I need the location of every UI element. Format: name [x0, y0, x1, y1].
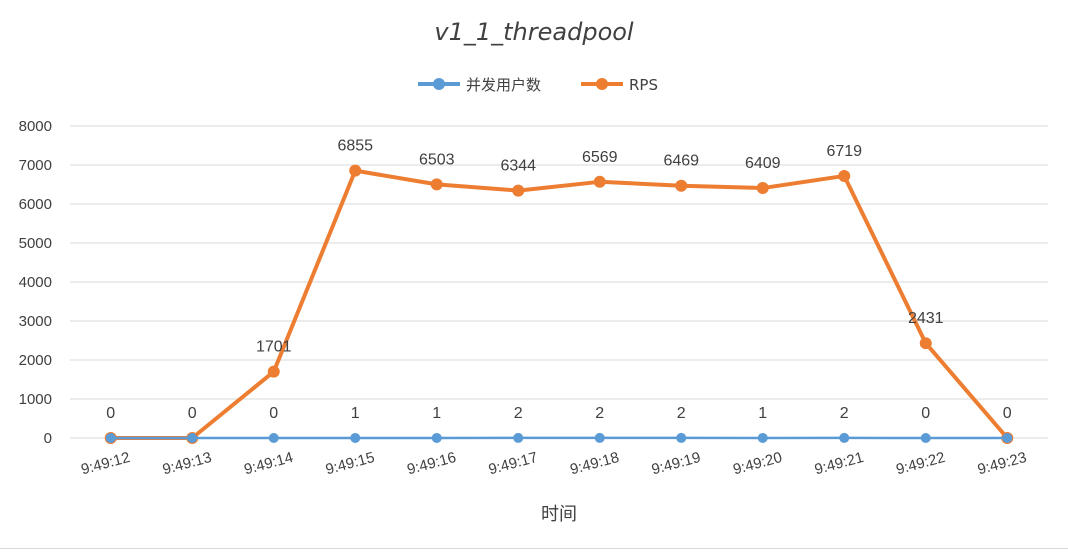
x-tick-label: 9:49:13 — [161, 449, 214, 478]
x-tick-label: 9:49:17 — [487, 449, 540, 478]
legend-marker-users — [433, 78, 445, 90]
y-tick-label: 7000 — [19, 157, 52, 174]
data-label-rps: 2431 — [908, 310, 944, 327]
data-label-users: 2 — [840, 405, 849, 422]
data-label-rps: 6344 — [500, 158, 536, 175]
x-tick-label: 9:49:23 — [976, 449, 1029, 478]
data-point-rps — [512, 184, 525, 197]
x-tick-label: 9:49:12 — [79, 449, 132, 478]
data-label-rps: 6409 — [745, 155, 781, 172]
data-point-rps — [675, 179, 688, 192]
data-point-users — [676, 432, 687, 443]
data-point-users — [350, 432, 361, 443]
data-point-users — [513, 432, 524, 443]
data-point-users — [1002, 433, 1013, 443]
data-point-users — [839, 432, 850, 443]
x-tick-label: 9:49:14 — [242, 449, 295, 478]
data-point-rps — [430, 178, 443, 191]
y-tick-label: 1000 — [19, 391, 52, 408]
data-point-rps — [349, 164, 362, 177]
data-point-users — [431, 432, 442, 443]
legend-label-rps: RPS — [629, 76, 658, 94]
data-label-users: 2 — [514, 405, 523, 422]
data-label-users: 0 — [106, 405, 115, 422]
data-label-users: 0 — [921, 405, 930, 422]
data-label-users: 1 — [351, 405, 360, 422]
data-label-rps: 6503 — [419, 151, 455, 168]
gridlines — [70, 125, 1048, 439]
legend: 并发用户数 RPS — [418, 76, 658, 94]
y-tick-label: 5000 — [19, 235, 52, 252]
data-point-rps — [593, 175, 606, 188]
data-point-rps — [838, 169, 851, 182]
data-point-users — [757, 432, 768, 443]
y-tick-label: 4000 — [19, 274, 52, 291]
y-tick-label: 3000 — [19, 313, 52, 330]
x-tick-label: 9:49:20 — [731, 449, 784, 478]
data-label-rps: 6469 — [663, 153, 699, 170]
data-point-rps — [756, 182, 769, 195]
data-label-rps: 6719 — [826, 143, 862, 160]
legend-label-users: 并发用户数 — [466, 76, 541, 94]
x-tick-label: 9:49:18 — [568, 449, 621, 478]
data-labels: 0 0 0 1 1 2 2 2 1 2 0 0 1701 6855 6503 6344 6569 6469 6409… — [106, 138, 1012, 422]
chart-title: v1_1_threadpool — [434, 18, 634, 46]
data-point-rps — [919, 337, 932, 350]
data-point-users — [105, 433, 116, 443]
legend-item-rps: RPS — [581, 76, 658, 94]
y-tick-label: 6000 — [19, 196, 52, 213]
data-point-users — [187, 433, 198, 443]
y-tick-label: 2000 — [19, 352, 52, 369]
data-label-rps: 6855 — [337, 138, 373, 155]
data-label-users: 2 — [595, 405, 604, 422]
y-axis-ticks: 0 1000 2000 3000 4000 5000 6000 7000 8000 — [19, 118, 52, 447]
series-line-rps — [110, 168, 1009, 440]
data-point-users — [594, 432, 605, 443]
data-label-users: 1 — [758, 405, 767, 422]
x-axis-ticks: 9:49:12 9:49:13 9:49:14 9:49:15 9:49:16 9:49:… — [79, 449, 1028, 478]
x-tick-label: 9:49:22 — [894, 449, 947, 478]
legend-marker-rps — [596, 78, 608, 90]
y-tick-label: 8000 — [19, 118, 52, 135]
legend-item-users: 并发用户数 — [418, 76, 541, 94]
data-label-users: 0 — [1003, 405, 1012, 422]
x-tick-label: 9:49:21 — [813, 449, 866, 478]
data-label-rps: 6569 — [582, 149, 618, 166]
data-point-users — [268, 433, 279, 443]
x-axis-label: 时间 — [541, 504, 577, 525]
data-label-rps: 1701 — [256, 339, 292, 356]
series-group — [104, 164, 1014, 444]
chart-border — [0, 548, 1068, 549]
x-tick-label: 9:49:19 — [650, 449, 703, 478]
data-label-users: 0 — [269, 405, 278, 422]
data-point-rps — [267, 365, 280, 378]
data-label-users: 2 — [677, 405, 686, 422]
data-point-users — [920, 433, 931, 443]
x-tick-label: 9:49:15 — [324, 449, 377, 478]
data-label-users: 0 — [188, 405, 197, 422]
y-tick-label: 0 — [44, 430, 52, 447]
data-label-users: 1 — [432, 405, 441, 422]
x-tick-label: 9:49:16 — [405, 449, 458, 478]
